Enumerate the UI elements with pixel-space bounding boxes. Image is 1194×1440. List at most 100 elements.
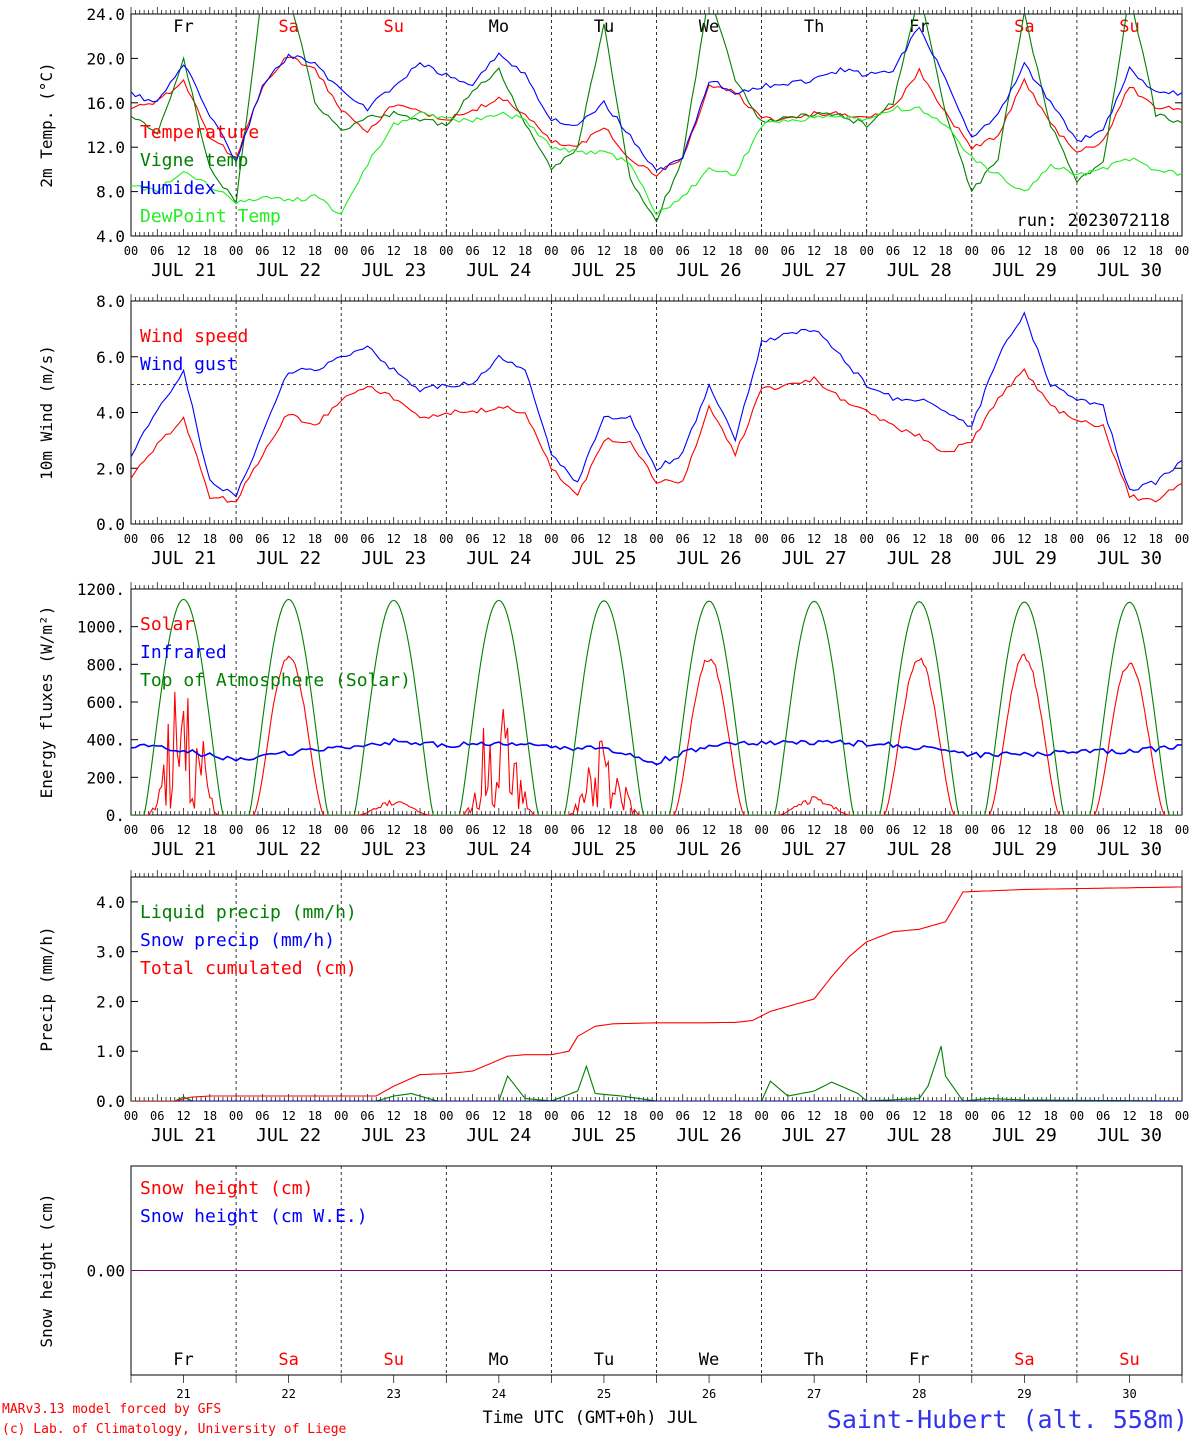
station-title: Saint-Hubert (alt. 558m) bbox=[827, 1405, 1188, 1434]
hour-tick-label: 12 bbox=[702, 823, 716, 837]
series-line bbox=[131, 737, 1182, 766]
hour-tick-label: 00 bbox=[1070, 244, 1084, 258]
y-tick-label: 4.0 bbox=[96, 227, 125, 246]
y-axis-label: Snow height (cm) bbox=[37, 1193, 56, 1347]
hour-tick-label: 12 bbox=[597, 532, 611, 546]
hour-tick-label: 06 bbox=[886, 532, 900, 546]
hour-tick-label: 18 bbox=[308, 532, 322, 546]
hour-tick-label: 00 bbox=[965, 244, 979, 258]
hour-tick-label: 06 bbox=[676, 244, 690, 258]
day-label: JUL 28 bbox=[887, 548, 952, 569]
hour-tick-label: 06 bbox=[886, 1109, 900, 1123]
hour-tick-label: 18 bbox=[938, 823, 952, 837]
y-tick-label: 1.0 bbox=[96, 1042, 125, 1061]
series-line bbox=[131, 14, 1182, 223]
weekday-label: Th bbox=[804, 17, 824, 37]
hour-tick-label: 18 bbox=[413, 823, 427, 837]
day-label: JUL 29 bbox=[992, 548, 1057, 569]
hour-tick-label: 18 bbox=[518, 244, 532, 258]
hour-tick-label: 00 bbox=[229, 823, 243, 837]
day-label: JUL 21 bbox=[151, 839, 216, 860]
hour-tick-label: 06 bbox=[781, 823, 795, 837]
day-label: JUL 21 bbox=[151, 1125, 216, 1146]
series-group bbox=[131, 14, 1182, 223]
y-axis-label: 10m Wind (m/s) bbox=[37, 345, 56, 480]
hour-tick-label: 12 bbox=[912, 823, 926, 837]
hour-tick-label: 00 bbox=[229, 532, 243, 546]
weekday-label: Su bbox=[1119, 17, 1139, 37]
legend-entry: Wind speed bbox=[140, 326, 248, 347]
panel-3: 0. 200. 400. 600. 800. 1000. 1200. Energy fluxe… bbox=[37, 580, 1189, 860]
hour-tick-label: 12 bbox=[912, 532, 926, 546]
legend-entry: Liquid precip (mm/h) bbox=[140, 902, 357, 923]
hour-tick-label: 12 bbox=[1122, 823, 1136, 837]
hour-tick-label: 06 bbox=[360, 823, 374, 837]
hour-tick-label: 06 bbox=[781, 1109, 795, 1123]
series-line bbox=[131, 886, 1182, 1101]
day-label: JUL 26 bbox=[677, 839, 742, 860]
legend-entry: Snow height (cm) bbox=[140, 1178, 313, 1199]
x-axis-title: Time UTC (GMT+0h) JUL bbox=[483, 1408, 698, 1428]
day-label: JUL 21 bbox=[151, 260, 216, 281]
hour-tick-label: 12 bbox=[1017, 1109, 1031, 1123]
hour-tick-label: 12 bbox=[597, 1109, 611, 1123]
weekday-label: We bbox=[699, 1350, 719, 1370]
hour-tick-label: 18 bbox=[938, 1109, 952, 1123]
hour-tick-label: 00 bbox=[859, 1109, 873, 1123]
day-label: JUL 28 bbox=[887, 839, 952, 860]
hour-tick-label: 12 bbox=[702, 532, 716, 546]
hour-tick-label: 12 bbox=[387, 1109, 401, 1123]
hour-tick-label: 00 bbox=[859, 532, 873, 546]
legend-entry: Humidex bbox=[140, 178, 216, 199]
hour-tick-label: 18 bbox=[728, 532, 742, 546]
y-tick-label: 1200. bbox=[77, 580, 125, 599]
panel-frame bbox=[130, 300, 1183, 525]
hour-tick-label: 18 bbox=[623, 1109, 637, 1123]
hour-tick-label: 00 bbox=[649, 532, 663, 546]
day-label: JUL 21 bbox=[151, 548, 216, 569]
hour-tick-label: 00 bbox=[544, 532, 558, 546]
hour-tick-label: 18 bbox=[308, 1109, 322, 1123]
hour-tick-label: 00 bbox=[544, 244, 558, 258]
y-tick-label: 12.0 bbox=[86, 138, 125, 157]
hour-tick-label: 00 bbox=[439, 244, 453, 258]
hour-tick-label: 00 bbox=[334, 244, 348, 258]
hour-tick-label: 06 bbox=[465, 532, 479, 546]
weekday-label: Tu bbox=[594, 1350, 614, 1370]
tick-marks bbox=[130, 294, 1183, 524]
day-label: JUL 25 bbox=[571, 548, 636, 569]
panel-4: 0.0 1.0 2.0 3.0 4.0 Precip (mm/h) 00 06 12 18 JUL … bbox=[37, 870, 1189, 1146]
hour-tick-label: 06 bbox=[1096, 1109, 1110, 1123]
day-label: JUL 25 bbox=[571, 260, 636, 281]
hour-tick-label: 18 bbox=[518, 532, 532, 546]
hour-tick-label: 18 bbox=[1043, 1109, 1057, 1123]
series-line bbox=[131, 653, 1182, 815]
day-label: JUL 27 bbox=[782, 260, 847, 281]
legend-entry: Solar bbox=[140, 614, 194, 635]
day-label: JUL 23 bbox=[361, 260, 426, 281]
hour-tick-label: 00 bbox=[1070, 532, 1084, 546]
series-line bbox=[131, 367, 1182, 503]
day-label: JUL 24 bbox=[466, 1125, 531, 1146]
day-number-label: 21 bbox=[176, 1387, 190, 1401]
hour-tick-label: 00 bbox=[965, 1109, 979, 1123]
weekday-label: Fr bbox=[173, 17, 193, 37]
hour-tick-label: 00 bbox=[334, 532, 348, 546]
hour-tick-label: 00 bbox=[1175, 823, 1189, 837]
panel-5: 0.00 Snow height (cm) 21 22 23 24 25 26 27 28 29 30… bbox=[37, 1165, 1183, 1401]
day-number-label: 30 bbox=[1122, 1387, 1136, 1401]
day-label: JUL 22 bbox=[256, 1125, 321, 1146]
weekday-label: Fr bbox=[173, 1350, 193, 1370]
day-label: JUL 25 bbox=[571, 1125, 636, 1146]
hour-tick-label: 00 bbox=[859, 823, 873, 837]
hour-tick-label: 00 bbox=[1175, 244, 1189, 258]
hour-tick-label: 00 bbox=[544, 823, 558, 837]
day-label: JUL 25 bbox=[571, 839, 636, 860]
weekday-label: Su bbox=[384, 17, 404, 37]
hour-tick-label: 06 bbox=[570, 823, 584, 837]
hour-tick-label: 12 bbox=[807, 244, 821, 258]
day-label: JUL 22 bbox=[256, 260, 321, 281]
legend-entry: Total cumulated (cm) bbox=[140, 958, 357, 979]
day-label: JUL 30 bbox=[1097, 839, 1162, 860]
